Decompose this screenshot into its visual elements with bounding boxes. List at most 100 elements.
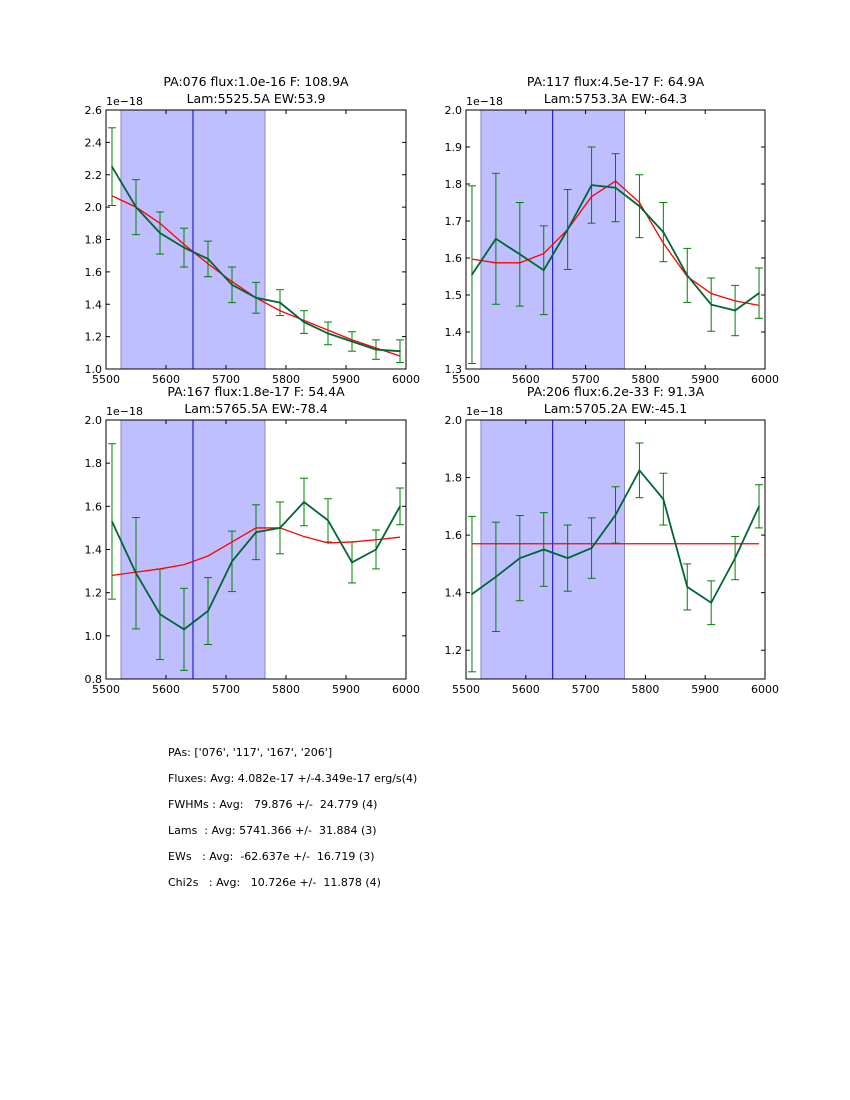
data-point: [662, 231, 665, 233]
data-point: [303, 321, 305, 323]
data-point: [399, 505, 401, 508]
y-tick-label: 1.4: [85, 298, 103, 311]
data-point: [495, 576, 497, 578]
y-tick-label: 1.6: [85, 500, 103, 513]
subplot-subtitle: Lam:5753.3A EW:-64.3: [544, 91, 687, 106]
y-tick-label: 1.2: [85, 587, 103, 600]
data-point: [279, 301, 281, 304]
data-point: [519, 557, 521, 559]
stats-lams: Lams : Avg: 5741.366 +/- 31.884 (3): [168, 824, 377, 837]
x-tick-label: 5900: [332, 683, 360, 696]
x-tick-label: 5900: [691, 373, 719, 386]
x-tick-label: 5600: [152, 373, 180, 386]
x-tick-label: 5700: [212, 373, 240, 386]
data-point: [231, 560, 233, 563]
x-tick-label: 5900: [332, 373, 360, 386]
data-point: [542, 269, 545, 272]
data-point: [495, 237, 497, 240]
data-point: [710, 303, 712, 306]
axes-frame: [465, 419, 766, 680]
x-tick-label: 5800: [272, 683, 300, 696]
axes-frame: [465, 109, 766, 370]
y-tick-label: 2.2: [85, 169, 103, 182]
figure: 5500 5600 5700 5800 5900 6000 1.0 1.2 1.4 1.6 1.8 2…: [85, 74, 780, 696]
y-tick-label: 1.3: [445, 363, 463, 376]
data-point: [471, 593, 473, 595]
data-point: [590, 547, 593, 549]
x-tick-label: 6000: [392, 373, 420, 386]
x-tick-label: 5500: [452, 373, 480, 386]
x-tick-label: 5900: [691, 683, 719, 696]
model-line: [111, 527, 401, 577]
x-tick-label: 5700: [572, 683, 600, 696]
x-tick-label: 6000: [751, 683, 779, 696]
subplot-3: 5500 5600 5700 5800 5900 6000 0.8 1.0 1.2 1.4 1.6 1…: [85, 384, 421, 696]
axes-frame: [105, 109, 407, 370]
x-tick-label: 5500: [92, 373, 120, 386]
data-point: [519, 253, 521, 256]
data-point: [542, 548, 545, 551]
subplot-subtitle: Lam:5525.5A EW:53.9: [187, 91, 326, 106]
data-point: [279, 527, 281, 529]
y-tick-label: 1.4: [85, 544, 103, 557]
subplot-subtitle: Lam:5705.2A EW:-45.1: [544, 401, 687, 416]
y-tick-label: 2.0: [85, 414, 103, 427]
y-tick-label: 1.4: [445, 587, 463, 600]
y-tick-label: 1.2: [85, 331, 103, 344]
y-tick-label: 1.5: [445, 289, 463, 302]
x-tick-label: 5600: [512, 373, 540, 386]
y-tick-label: 1.6: [85, 266, 103, 279]
data-point: [183, 246, 185, 249]
x-tick-label: 5500: [452, 683, 480, 696]
data-point: [758, 505, 760, 508]
data-point: [351, 561, 353, 564]
x-tick-label: 5500: [92, 683, 120, 696]
summary-stats: PAs: ['076', '117', '167', '206'] Fluxes…: [168, 740, 417, 896]
y-tick-label: 2.6: [85, 104, 103, 117]
model-line: [471, 180, 760, 306]
y-tick-label: 1.6: [445, 252, 463, 265]
data-point: [159, 232, 161, 234]
data-point: [255, 531, 257, 534]
y-exponent-label: 1e−18: [106, 95, 143, 108]
y-tick-label: 1.7: [445, 215, 463, 228]
data-point: [231, 284, 233, 286]
y-tick-label: 2.0: [445, 104, 463, 117]
subplot-2: 5500 5600 5700 5800 5900 6000 1.3 1.4 1.5 1.6 1.7 1…: [445, 74, 780, 386]
y-tick-label: 1.8: [85, 457, 103, 470]
data-point: [686, 586, 689, 588]
x-tick-label: 5600: [152, 683, 180, 696]
x-tick-label: 5800: [272, 373, 300, 386]
x-tick-label: 6000: [751, 373, 779, 386]
x-tick-label: 5800: [631, 373, 659, 386]
y-tick-label: 1.0: [85, 363, 103, 376]
data-point: [183, 628, 185, 631]
y-tick-label: 0.8: [85, 673, 103, 686]
data-point: [111, 520, 113, 523]
data-point: [327, 332, 329, 335]
data-point: [686, 274, 689, 277]
y-tick-label: 1.8: [85, 234, 103, 247]
y-exponent-label: 1e−18: [466, 95, 503, 108]
subplot-subtitle: Lam:5765.5A EW:-78.4: [184, 401, 327, 416]
stats-pas: PAs: ['076', '117', '167', '206']: [168, 746, 333, 759]
y-tick-label: 2.0: [85, 201, 103, 214]
stats-fluxes: Fluxes: Avg: 4.082e-17 +/-4.349e-17 erg/…: [168, 772, 418, 785]
y-exponent-label: 1e−18: [466, 405, 503, 418]
data-point: [758, 292, 760, 294]
data-point: [111, 165, 113, 168]
data-point: [159, 613, 161, 616]
y-tick-label: 1.4: [445, 326, 463, 339]
x-tick-label: 5700: [212, 683, 240, 696]
y-tick-label: 1.2: [445, 644, 463, 657]
data-point: [207, 610, 209, 612]
axes-frame: [105, 419, 407, 680]
data-point: [375, 348, 377, 351]
subplot-title: PA:117 flux:4.5e-17 F: 64.9A: [527, 74, 705, 89]
data-point: [471, 273, 473, 276]
data-point: [638, 469, 641, 472]
x-tick-label: 5600: [512, 683, 540, 696]
x-tick-label: 6000: [392, 683, 420, 696]
y-tick-label: 2.4: [85, 136, 103, 149]
subplot-title: PA:206 flux:6.2e-33 F: 91.3A: [527, 384, 705, 399]
